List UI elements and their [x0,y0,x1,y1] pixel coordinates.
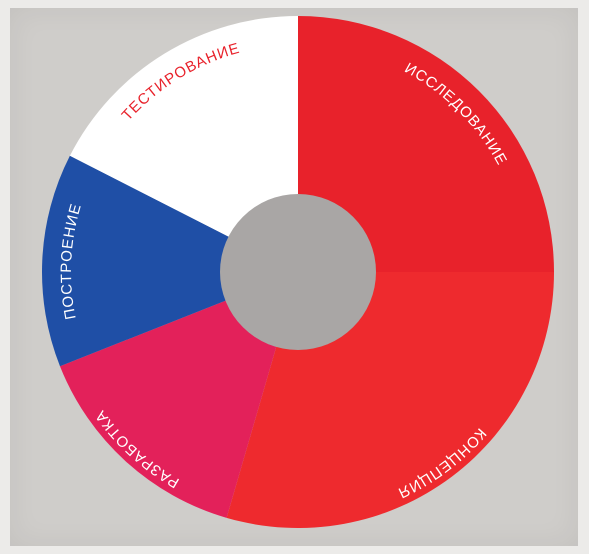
donut-segment-4 [41,155,298,367]
donut-center [220,194,376,350]
donut-segment-5 [69,16,298,272]
donut-segments [41,16,554,528]
donut-segment-1 [298,16,554,272]
donut-segment-3 [59,272,298,518]
